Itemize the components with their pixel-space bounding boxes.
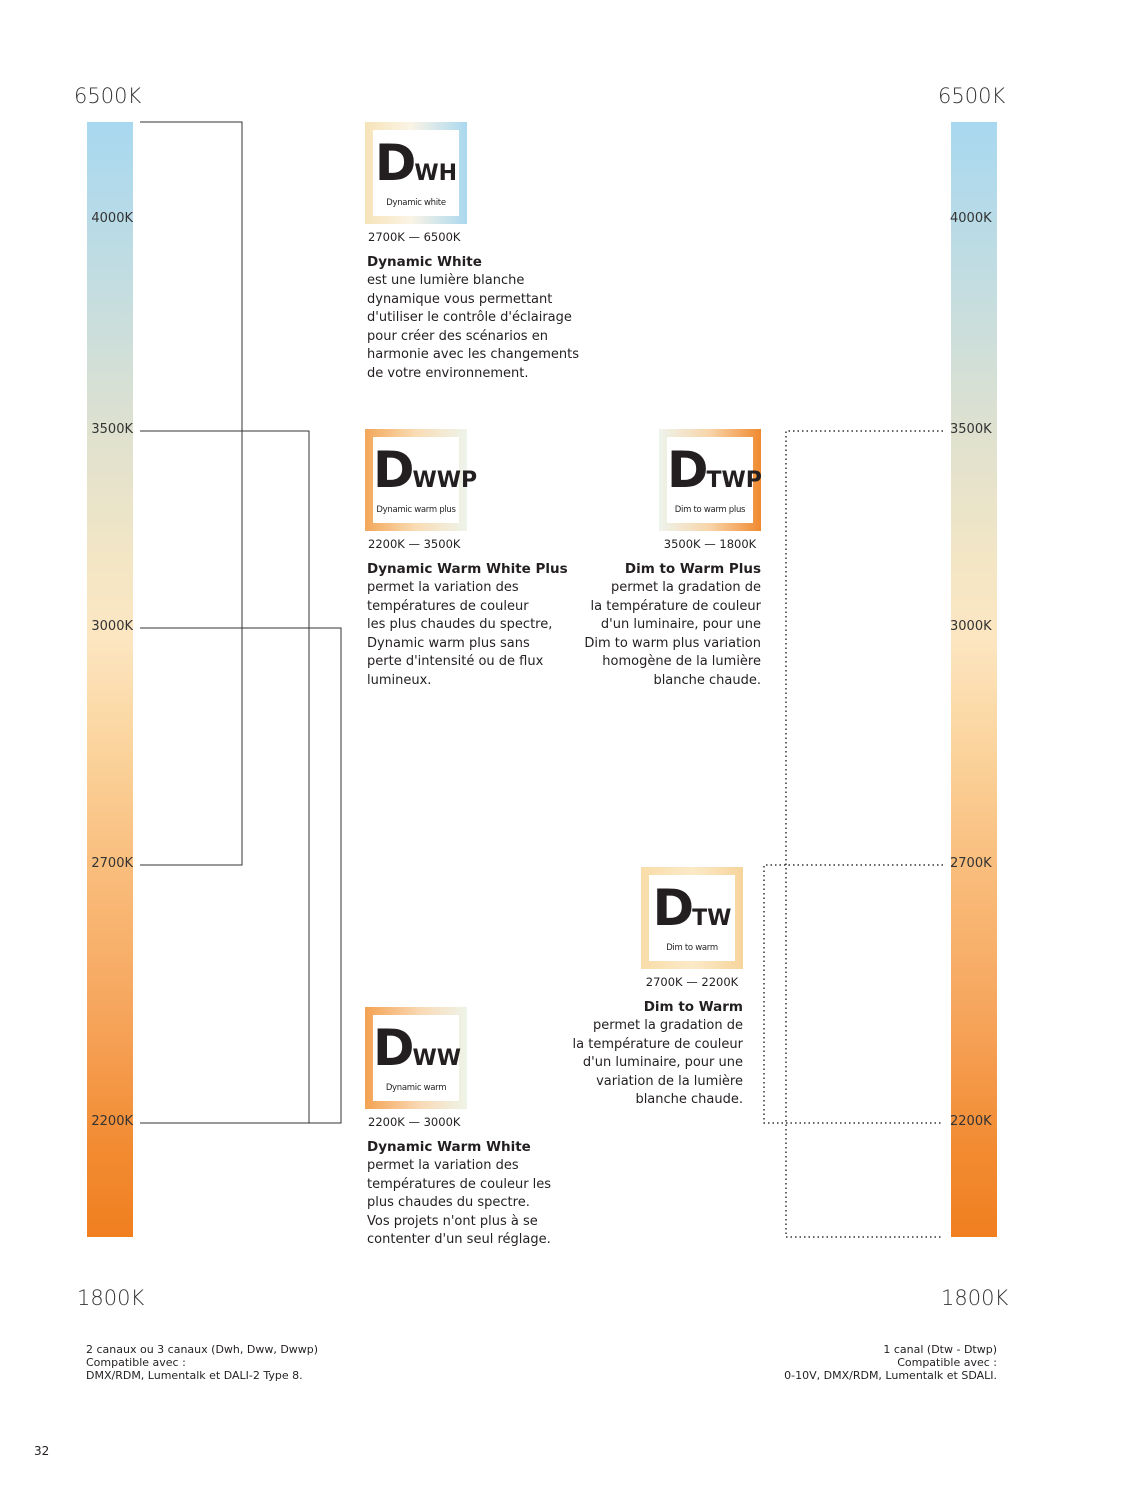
- body-line: dynamique vous permettant: [367, 291, 553, 307]
- body-line: d'un luminaire, pour une: [600, 617, 761, 632]
- body-line: Vos projets n'ont plus à se: [367, 1213, 538, 1229]
- body-line: permet la variation des: [367, 1158, 519, 1173]
- body-line: variation de la lumière: [596, 1073, 743, 1089]
- tick-label: 4000K: [91, 211, 133, 226]
- product-card: DWW Dynamic warm: [365, 1007, 467, 1109]
- body-line: perte d'intensité ou de flux: [367, 654, 544, 669]
- card-logo: DWWP: [373, 445, 477, 495]
- body-line: températures de couleur: [367, 598, 529, 614]
- footnote: 0-10V, DMX/RDM, Lumentalk et SDALI.: [784, 1369, 997, 1382]
- body-line: d'utiliser le contrôle d'éclairage: [367, 310, 572, 325]
- body-line: Dim to warm plus variation: [584, 635, 761, 651]
- card-title: Dynamic Warm White: [367, 1139, 531, 1155]
- body-line: homogène de la lumière: [602, 654, 761, 669]
- logo-sub: WH: [414, 161, 458, 186]
- card-title: Dim to Warm: [643, 999, 743, 1015]
- logo-letter: D: [373, 1019, 414, 1077]
- footnote: 1 canal (Dtw - Dtwp): [883, 1343, 997, 1356]
- card-title: Dynamic White: [367, 254, 482, 270]
- card-caption: Dynamic white: [386, 198, 446, 208]
- body-line: lumineux.: [367, 672, 432, 688]
- body-line: la température de couleur: [572, 1036, 743, 1052]
- card-inner: DWH Dynamic white: [373, 130, 459, 216]
- card-caption: Dynamic warm plus: [376, 505, 456, 515]
- card-caption: Dim to warm plus: [674, 505, 746, 515]
- card-inner: DWW Dynamic warm: [373, 1015, 462, 1101]
- card-logo: DWW: [373, 1023, 462, 1073]
- body-line: permet la gradation de: [592, 1018, 743, 1033]
- product-card: DWH Dynamic white: [365, 122, 467, 224]
- page-number: 32: [34, 1444, 50, 1458]
- body-line: blanche chaude.: [635, 1092, 743, 1107]
- logo-letter: D: [652, 879, 694, 937]
- tick-label: 2200K: [950, 1114, 992, 1129]
- scale-bottom-label: 1800K: [941, 1286, 1009, 1310]
- tick-label: 2200K: [91, 1114, 133, 1129]
- tick-label: 2700K: [950, 856, 992, 871]
- range-label: 2200K — 3000K: [368, 1115, 461, 1129]
- logo-sub: WWP: [412, 468, 478, 493]
- body-line: harmonie avec les changements: [367, 347, 579, 362]
- body-line: températures de couleur les: [367, 1176, 552, 1192]
- body-line: Dynamic warm plus sans: [367, 635, 530, 651]
- footnote: Compatible avec :: [897, 1356, 997, 1369]
- card-logo: DTW: [649, 883, 735, 933]
- range-label: 3500K — 1800K: [663, 537, 757, 551]
- body-line: contenter d'un seul réglage.: [367, 1232, 551, 1247]
- logo-sub: TW: [692, 906, 732, 931]
- body-line: la température de couleur: [590, 598, 761, 614]
- footnote: 2 canaux ou 3 canaux (Dwh, Dww, Dwwp): [86, 1343, 319, 1356]
- tick-label: 2700K: [91, 856, 133, 871]
- dotted-connector: [785, 430, 943, 1238]
- card-title: Dynamic Warm White Plus: [367, 561, 568, 577]
- card-title: Dim to Warm Plus: [624, 561, 761, 577]
- card-inner: DTW Dim to warm: [649, 875, 735, 961]
- body-line: permet la gradation de: [610, 580, 761, 595]
- body-line: plus chaudes du spectre.: [367, 1195, 530, 1210]
- range-label: 2700K — 6500K: [368, 230, 461, 244]
- dotted-connector: [763, 864, 943, 1124]
- connector: [140, 121, 243, 866]
- tick-label: 3500K: [950, 422, 992, 437]
- color-scale-bar: [87, 122, 133, 1237]
- logo-sub: TWP: [706, 468, 762, 493]
- product-card: DWWP Dynamic warm plus: [365, 429, 477, 531]
- range-label: 2700K — 2200K: [645, 975, 739, 989]
- scale-top-label: 6500K: [938, 84, 1006, 108]
- product-card: DTWP Dim to warm plus: [659, 429, 762, 531]
- tick-label: 3000K: [950, 619, 992, 634]
- card-inner: DTWP Dim to warm plus: [667, 437, 762, 523]
- card-inner: DWWP Dynamic warm plus: [373, 437, 477, 523]
- logo-letter: D: [373, 441, 414, 499]
- card-caption: Dim to warm: [666, 943, 718, 953]
- card-logo: DTWP: [667, 445, 762, 495]
- card-caption: Dynamic warm: [385, 1083, 447, 1093]
- body-line: blanche chaude.: [653, 672, 761, 688]
- connector: [140, 627, 342, 1124]
- color-scale-bar: [951, 122, 997, 1237]
- body-line: pour créer des scénarios en: [367, 328, 548, 344]
- connector: [140, 430, 310, 1124]
- logo-sub: WW: [412, 1046, 462, 1071]
- logo-letter: D: [374, 134, 416, 192]
- footnote: DMX/RDM, Lumentalk et DALI-2 Type 8.: [86, 1369, 303, 1382]
- body-line: d'un luminaire, pour une: [582, 1055, 743, 1070]
- tick-label: 3000K: [91, 619, 133, 634]
- scale-top-label: 6500K: [74, 84, 142, 108]
- body-line: permet la variation des: [367, 580, 519, 595]
- scale-bottom-label: 1800K: [77, 1286, 145, 1310]
- body-line: les plus chaudes du spectre,: [367, 617, 553, 632]
- body-line: est une lumière blanche: [367, 273, 525, 288]
- body-line: de votre environnement.: [367, 365, 529, 381]
- logo-letter: D: [667, 441, 708, 499]
- product-card: DTW Dim to warm: [641, 867, 743, 969]
- footnote: Compatible avec :: [86, 1356, 186, 1369]
- card-logo: DWH: [373, 138, 459, 188]
- tick-label: 4000K: [950, 211, 992, 226]
- tick-label: 3500K: [91, 422, 133, 437]
- range-label: 2200K — 3500K: [368, 537, 461, 551]
